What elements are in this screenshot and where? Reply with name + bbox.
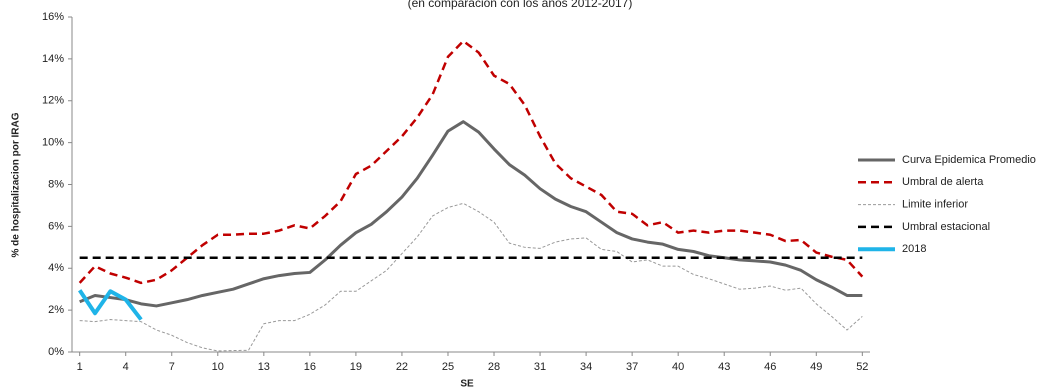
legend-label: Umbral estacional <box>902 221 990 233</box>
y-tick-label: 0% <box>48 346 64 358</box>
legend-label: Limite inferior <box>902 199 968 211</box>
legend-label: Curva Epidemica Promedio <box>902 154 1036 166</box>
x-tick-label: 22 <box>396 361 408 373</box>
x-tick-label: 46 <box>764 361 776 373</box>
y-tick-label: 16% <box>42 11 64 23</box>
x-tick-label: 52 <box>856 361 868 373</box>
legend-label: 2018 <box>902 243 926 255</box>
x-tick-label: 40 <box>672 361 684 373</box>
x-tick-label: 16 <box>304 361 316 373</box>
x-tick-label: 49 <box>810 361 822 373</box>
x-tick-label: 1 <box>77 361 83 373</box>
y-tick-label: 6% <box>48 220 64 232</box>
y-tick-label: 12% <box>42 95 64 107</box>
y-tick-label: 4% <box>48 262 64 274</box>
y-tick-label: 2% <box>48 304 64 316</box>
x-tick-label: 25 <box>442 361 454 373</box>
x-tick-label: 13 <box>258 361 270 373</box>
x-tick-label: 28 <box>488 361 500 373</box>
y-tick-label: 14% <box>42 53 64 65</box>
series-line <box>78 289 143 321</box>
x-tick-label: 10 <box>212 361 224 373</box>
x-tick-label: 34 <box>580 361 592 373</box>
x-tick-label: 7 <box>169 361 175 373</box>
x-axis-label: SE <box>460 379 474 390</box>
x-tick-label: 4 <box>123 361 129 373</box>
y-tick-label: 8% <box>48 178 64 190</box>
series-line <box>78 39 864 285</box>
series-line <box>79 202 863 352</box>
x-tick-label: 19 <box>350 361 362 373</box>
series-line <box>79 120 863 308</box>
y-tick-label: 10% <box>42 137 64 149</box>
legend-label: Umbral de alerta <box>902 176 984 188</box>
x-tick-label: 31 <box>534 361 546 373</box>
x-tick-label: 37 <box>626 361 638 373</box>
x-tick-label: 43 <box>718 361 730 373</box>
y-axis-label: % de hospitalizacion por IRAG <box>11 112 22 257</box>
chart-subtitle: (en comparación con los años 2012-2017) <box>408 0 633 10</box>
